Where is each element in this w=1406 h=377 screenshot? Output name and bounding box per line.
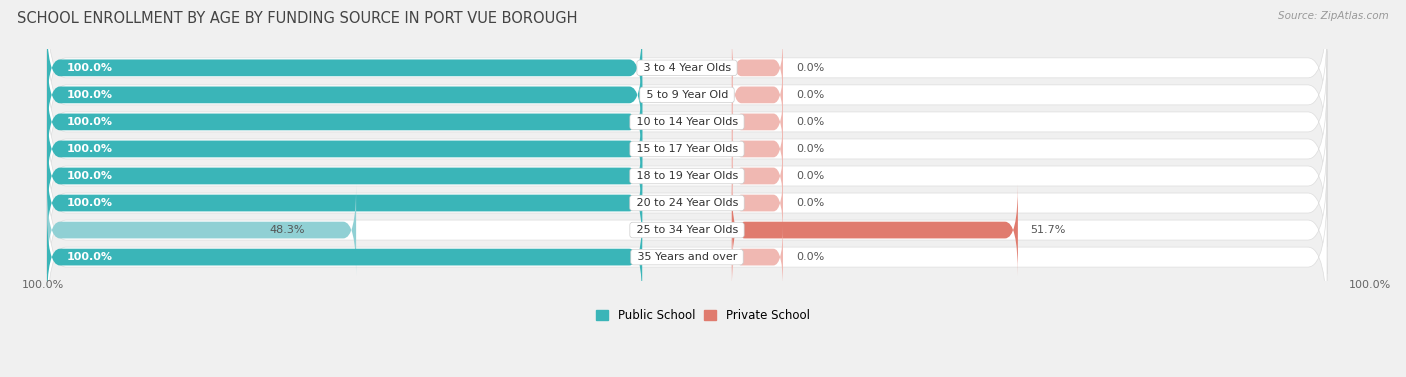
Text: 15 to 17 Year Olds: 15 to 17 Year Olds xyxy=(633,144,741,154)
Text: 0.0%: 0.0% xyxy=(796,198,824,208)
Text: 51.7%: 51.7% xyxy=(1031,225,1066,235)
FancyBboxPatch shape xyxy=(46,0,1327,139)
FancyBboxPatch shape xyxy=(46,78,1327,220)
Text: 100.0%: 100.0% xyxy=(66,198,112,208)
Text: 100.0%: 100.0% xyxy=(66,90,112,100)
Text: 3 to 4 Year Olds: 3 to 4 Year Olds xyxy=(640,63,734,73)
FancyBboxPatch shape xyxy=(46,211,643,303)
Text: 100.0%: 100.0% xyxy=(66,63,112,73)
Text: 0.0%: 0.0% xyxy=(796,63,824,73)
Text: 25 to 34 Year Olds: 25 to 34 Year Olds xyxy=(633,225,741,235)
FancyBboxPatch shape xyxy=(731,184,1018,276)
Text: 35 Years and over: 35 Years and over xyxy=(634,252,741,262)
Text: 48.3%: 48.3% xyxy=(270,225,305,235)
Text: SCHOOL ENROLLMENT BY AGE BY FUNDING SOURCE IN PORT VUE BOROUGH: SCHOOL ENROLLMENT BY AGE BY FUNDING SOUR… xyxy=(17,11,578,26)
FancyBboxPatch shape xyxy=(731,36,783,100)
FancyBboxPatch shape xyxy=(731,171,783,235)
FancyBboxPatch shape xyxy=(731,63,783,127)
Text: 10 to 14 Year Olds: 10 to 14 Year Olds xyxy=(633,117,741,127)
Text: 20 to 24 Year Olds: 20 to 24 Year Olds xyxy=(633,198,741,208)
Text: 0.0%: 0.0% xyxy=(796,117,824,127)
FancyBboxPatch shape xyxy=(46,159,1327,301)
FancyBboxPatch shape xyxy=(731,117,783,181)
FancyBboxPatch shape xyxy=(46,105,1327,247)
FancyBboxPatch shape xyxy=(46,132,1327,274)
Text: 0.0%: 0.0% xyxy=(796,171,824,181)
Text: 0.0%: 0.0% xyxy=(796,144,824,154)
FancyBboxPatch shape xyxy=(46,76,643,168)
Text: 100.0%: 100.0% xyxy=(1348,280,1391,290)
Text: 0.0%: 0.0% xyxy=(796,90,824,100)
FancyBboxPatch shape xyxy=(46,157,643,249)
Legend: Public School, Private School: Public School, Private School xyxy=(592,304,814,326)
FancyBboxPatch shape xyxy=(731,90,783,154)
Text: 18 to 19 Year Olds: 18 to 19 Year Olds xyxy=(633,171,741,181)
Text: 100.0%: 100.0% xyxy=(66,117,112,127)
Text: 5 to 9 Year Old: 5 to 9 Year Old xyxy=(643,90,731,100)
FancyBboxPatch shape xyxy=(46,24,1327,166)
Text: 100.0%: 100.0% xyxy=(21,280,63,290)
Text: 100.0%: 100.0% xyxy=(66,144,112,154)
Text: Source: ZipAtlas.com: Source: ZipAtlas.com xyxy=(1278,11,1389,21)
FancyBboxPatch shape xyxy=(46,186,1327,328)
FancyBboxPatch shape xyxy=(731,225,783,289)
FancyBboxPatch shape xyxy=(46,103,643,195)
FancyBboxPatch shape xyxy=(46,184,356,276)
FancyBboxPatch shape xyxy=(731,144,783,208)
Text: 0.0%: 0.0% xyxy=(796,252,824,262)
FancyBboxPatch shape xyxy=(46,22,643,113)
Text: 100.0%: 100.0% xyxy=(66,252,112,262)
FancyBboxPatch shape xyxy=(46,130,643,222)
Text: 100.0%: 100.0% xyxy=(66,171,112,181)
FancyBboxPatch shape xyxy=(46,51,1327,193)
FancyBboxPatch shape xyxy=(46,49,643,141)
